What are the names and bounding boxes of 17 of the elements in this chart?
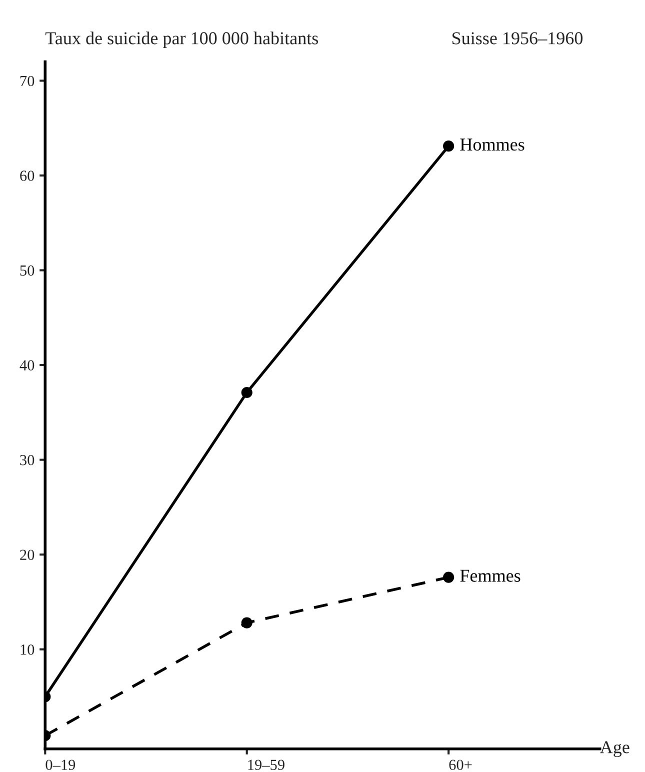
y-tick-label: 20	[20, 550, 34, 560]
series-label: Femmes	[460, 570, 520, 582]
x-axis-title: Age	[600, 741, 630, 758]
x-tick-label: 60+	[449, 760, 472, 770]
y-tick-label: 50	[20, 265, 34, 276]
point	[443, 140, 454, 152]
point	[443, 572, 454, 583]
y-tick-label: 30	[20, 454, 34, 466]
series-label: Hommes	[460, 138, 524, 151]
y-tick-label: 70	[20, 76, 34, 86]
chart-title: Suisse 1956–1960	[452, 32, 583, 44]
x-tick-label: 0–19	[46, 760, 76, 770]
y-tick-label: 10	[20, 644, 34, 655]
y-tick-label: 60	[20, 170, 34, 181]
y-axis-title: Taux de suicide par 100 000 habitants	[45, 32, 318, 48]
x-tick-label: 19–59	[248, 760, 284, 770]
y-tick-label: 40	[20, 360, 34, 370]
